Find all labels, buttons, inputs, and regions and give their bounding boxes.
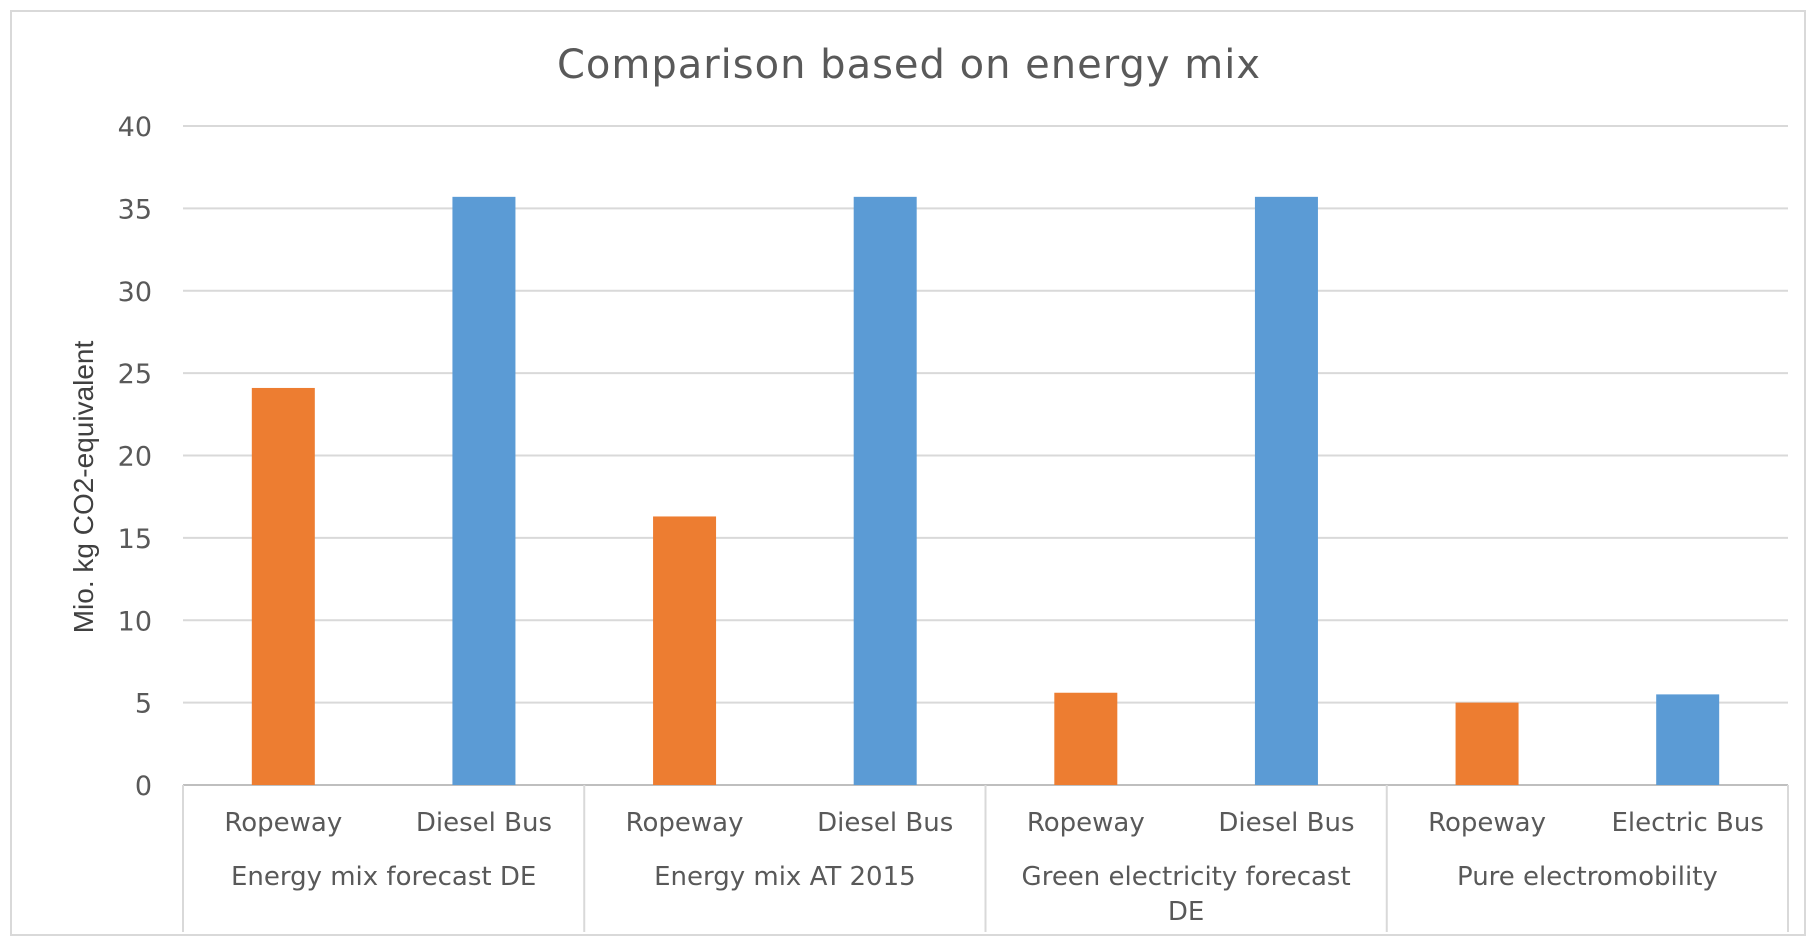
y-tick-label: 30 (118, 277, 152, 308)
group-label: Energy mix AT 2015 (654, 862, 916, 892)
bar (251, 387, 315, 785)
y-tick-label: 35 (118, 194, 152, 225)
y-tick-label: 20 (118, 442, 152, 473)
bar (1254, 196, 1318, 785)
x-tick-label: Diesel Bus (817, 808, 953, 838)
y-tick-label: 10 (118, 606, 152, 637)
x-tick-label: Electric Bus (1611, 808, 1763, 838)
y-tick-label: 15 (118, 524, 152, 555)
bar (853, 196, 917, 785)
y-tick-label: 25 (118, 359, 152, 390)
chart-frame (10, 10, 1806, 936)
y-tick-label: 40 (118, 112, 152, 143)
group-label: Green electricity forecast (1022, 862, 1351, 892)
bar (1656, 694, 1720, 785)
x-tick-label: Ropeway (1027, 808, 1145, 838)
bar (653, 516, 717, 785)
y-tick-label: 5 (135, 689, 152, 720)
x-tick-label: Ropeway (1428, 808, 1546, 838)
group-label: Energy mix forecast DE (231, 862, 536, 892)
y-tick-label: 0 (135, 771, 152, 802)
bar (452, 196, 516, 785)
x-tick-label: Ropeway (626, 808, 744, 838)
x-tick-label: Diesel Bus (416, 808, 552, 838)
chart-title: Comparison based on energy mix (556, 42, 1262, 88)
x-tick-label: Ropeway (224, 808, 342, 838)
group-label: DE (1168, 897, 1204, 927)
bar (1455, 702, 1519, 785)
bar (1054, 692, 1118, 785)
x-tick-label: Diesel Bus (1218, 808, 1354, 838)
group-label: Pure electromobility (1457, 862, 1718, 892)
